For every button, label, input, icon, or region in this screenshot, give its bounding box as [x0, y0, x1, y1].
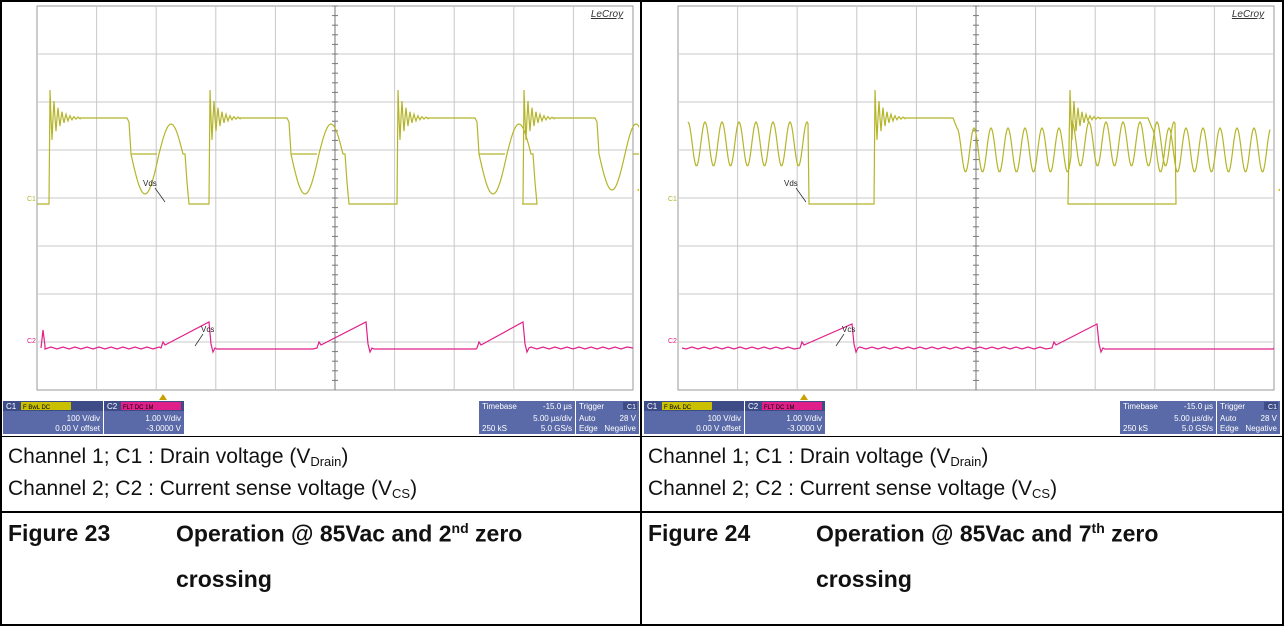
- table-border-center: [640, 0, 642, 626]
- svg-text:250 kS: 250 kS: [1123, 424, 1148, 433]
- svg-text:C1: C1: [1268, 404, 1277, 411]
- svg-text:28 V: 28 V: [620, 414, 637, 423]
- table-border-mid1: [0, 436, 1284, 437]
- vcs-trace: [40, 321, 634, 354]
- trigger-info-panel[interactable]: Trigger C1 Auto 28 V Edge Negative: [576, 401, 639, 434]
- trigger-info-panel[interactable]: Trigger C1 Auto 28 V Edge Negative: [1217, 401, 1280, 434]
- svg-text:Edge: Edge: [579, 424, 598, 433]
- table-border-mid2: [0, 511, 1284, 513]
- svg-text:FLT DC 1M: FLT DC 1M: [123, 405, 153, 411]
- timebase-info-panel[interactable]: Timebase -15.0 µs 5.00 µs/div 250 kS 5.0 GS/…: [479, 401, 575, 434]
- svg-text:5.0 GS/s: 5.0 GS/s: [541, 424, 572, 433]
- caption-channel2-left: Channel 2; C2 : Current sense voltage (V…: [8, 477, 418, 501]
- svg-text:Negative: Negative: [1245, 424, 1277, 433]
- oscilloscope-screenshot-right: LeCroy C1 C2 Vds Vcs C1 F BwL DC 100 V/div 0.00 …: [644, 4, 1280, 434]
- c1-level-marker: C1: [27, 196, 36, 203]
- vcs-label: Vcs: [842, 325, 855, 334]
- vds-trace: [37, 89, 639, 205]
- trigger-level-marker: [1278, 188, 1280, 192]
- table-border-left: [0, 0, 2, 626]
- figure-number-right: Figure 24: [648, 520, 751, 546]
- svg-text:Auto: Auto: [579, 414, 596, 423]
- svg-text:-15.0 µs: -15.0 µs: [543, 402, 572, 411]
- svg-text:100 V/div: 100 V/div: [708, 414, 741, 423]
- figure-title-left-line2: crossing: [176, 566, 272, 592]
- svg-text:28 V: 28 V: [1261, 414, 1278, 423]
- svg-text:100 V/div: 100 V/div: [67, 414, 100, 423]
- svg-text:C1: C1: [6, 402, 17, 411]
- figure-title-right-line2: crossing: [816, 566, 912, 592]
- lecroy-logo: LeCroy: [1232, 9, 1265, 20]
- svg-text:C2: C2: [107, 402, 118, 411]
- svg-text:250 kS: 250 kS: [482, 424, 507, 433]
- svg-text:1.00 V/div: 1.00 V/div: [786, 414, 822, 423]
- svg-text:5.00 µs/div: 5.00 µs/div: [1174, 414, 1213, 423]
- svg-text:Timebase: Timebase: [482, 402, 517, 411]
- table-border-right: [1282, 0, 1284, 626]
- oscilloscope-screenshot-left: LeCroy C1 C2 Vds Vcs C1 F BwL DC 100 V/div 0.00 …: [3, 4, 639, 434]
- svg-text:1.00 V/div: 1.00 V/div: [145, 414, 181, 423]
- svg-text:-3.0000 V: -3.0000 V: [787, 424, 822, 433]
- timebase-info-panel[interactable]: Timebase -15.0 µs 5.00 µs/div 250 kS 5.0 GS/…: [1120, 401, 1216, 434]
- trigger-position-marker: [159, 394, 167, 400]
- trigger-position-marker: [800, 394, 808, 400]
- svg-text:Trigger: Trigger: [1220, 402, 1245, 411]
- c2-level-marker: C2: [27, 338, 36, 345]
- caption-channel2-right: Channel 2; C2 : Current sense voltage (V…: [648, 477, 1058, 501]
- svg-text:FLT DC 1M: FLT DC 1M: [764, 405, 794, 411]
- svg-text:5.0 GS/s: 5.0 GS/s: [1182, 424, 1213, 433]
- c1-level-marker: C1: [668, 196, 677, 203]
- svg-text:-3.0000 V: -3.0000 V: [146, 424, 181, 433]
- scope-grid: [677, 5, 1275, 391]
- vcs-trace: [681, 323, 1275, 354]
- figure-title-left: Operation @ 85Vac and 2nd zero: [176, 520, 523, 547]
- svg-text:F BwL DC: F BwL DC: [23, 405, 51, 411]
- svg-text:C1: C1: [647, 402, 658, 411]
- vds-label: Vds: [784, 179, 798, 188]
- svg-text:C2: C2: [748, 402, 759, 411]
- figure-number-left: Figure 23: [8, 520, 111, 546]
- svg-text:Timebase: Timebase: [1123, 402, 1158, 411]
- c2-info-panel[interactable]: C2 FLT DC 1M 1.00 V/div-3.0000 V: [745, 401, 825, 434]
- figure-title-right: Operation @ 85Vac and 7th zero: [816, 520, 1159, 547]
- lecroy-logo: LeCroy: [591, 9, 624, 20]
- oscilloscope-display: LeCroy C1 C2 Vds Vcs C1 F BwL DC 100 V/div0.00 …: [644, 4, 1280, 434]
- svg-text:Negative: Negative: [604, 424, 636, 433]
- svg-text:-15.0 µs: -15.0 µs: [1184, 402, 1213, 411]
- vcs-label: Vcs: [201, 325, 214, 334]
- vds-label: Vds: [143, 179, 157, 188]
- svg-text:Edge: Edge: [1220, 424, 1239, 433]
- vds-trace: [687, 89, 1271, 205]
- table-border-bottom: [0, 624, 1284, 626]
- svg-text:0.00 V offset: 0.00 V offset: [55, 424, 101, 433]
- trigger-level-marker: [637, 188, 639, 192]
- table-border-top: [0, 0, 1284, 2]
- caption-channel1-right: Channel 1; C1 : Drain voltage (VDrain): [648, 445, 989, 469]
- svg-text:C1: C1: [627, 404, 636, 411]
- oscilloscope-display: LeCroy C1 C2 Vds Vcs C1 F BwL DC 100 V/div0.00 …: [3, 4, 639, 434]
- scope-grid: [36, 5, 634, 391]
- c2-info-panel[interactable]: C2 FLT DC 1M 1.00 V/div-3.0000 V: [104, 401, 184, 434]
- svg-text:Trigger: Trigger: [579, 402, 604, 411]
- svg-text:Auto: Auto: [1220, 414, 1237, 423]
- svg-text:F BwL DC: F BwL DC: [664, 405, 692, 411]
- caption-channel1-left: Channel 1; C1 : Drain voltage (VDrain): [8, 445, 349, 469]
- c2-level-marker: C2: [668, 338, 677, 345]
- svg-text:0.00 V offset: 0.00 V offset: [696, 424, 742, 433]
- svg-text:5.00 µs/div: 5.00 µs/div: [533, 414, 572, 423]
